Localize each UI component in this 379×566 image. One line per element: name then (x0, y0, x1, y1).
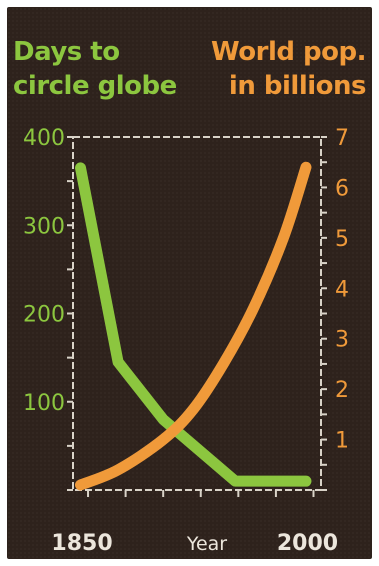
left-tick-label: 200 (23, 303, 65, 328)
left-axis-title-line-1: Days to (13, 37, 120, 67)
days-to-circle-globe-line (75, 162, 312, 487)
right-axis-title-line-2: in billions (228, 71, 367, 101)
world-population-line (75, 161, 312, 491)
x-tick-label: 2000 (277, 531, 338, 556)
right-tick-label: 3 (335, 328, 349, 353)
left-axis-title: Days to circle globe (13, 35, 177, 103)
right-axis-title-line-1: World pop. (211, 37, 366, 67)
x-axis: 1850 2000 Year (51, 490, 338, 556)
right-axis: 1 2 3 4 5 6 7 (321, 126, 349, 491)
left-tick-label: 300 (23, 214, 65, 239)
right-tick-label: 2 (335, 378, 349, 403)
x-axis-label: Year (186, 533, 227, 555)
right-tick-label: 6 (335, 176, 349, 201)
series-lines (75, 161, 312, 491)
right-axis-title: World pop. in billions (211, 35, 366, 103)
left-tick-label: 100 (23, 391, 65, 416)
left-tick-label: 400 (23, 126, 65, 151)
x-tick-label: 1850 (51, 531, 112, 556)
right-tick-label: 4 (335, 277, 349, 302)
right-tick-label: 5 (335, 227, 349, 252)
right-tick-label: 1 (335, 429, 349, 454)
chart-panel: Days to circle globe World pop. in billi… (7, 7, 372, 559)
left-axis-title-line-2: circle globe (13, 71, 177, 101)
dual-axis-line-chart: 100 200 300 400 1 2 3 4 5 6 7 1850 2000 Year (23, 126, 349, 556)
right-tick-label: 7 (335, 126, 349, 151)
left-axis: 100 200 300 400 (23, 126, 73, 491)
